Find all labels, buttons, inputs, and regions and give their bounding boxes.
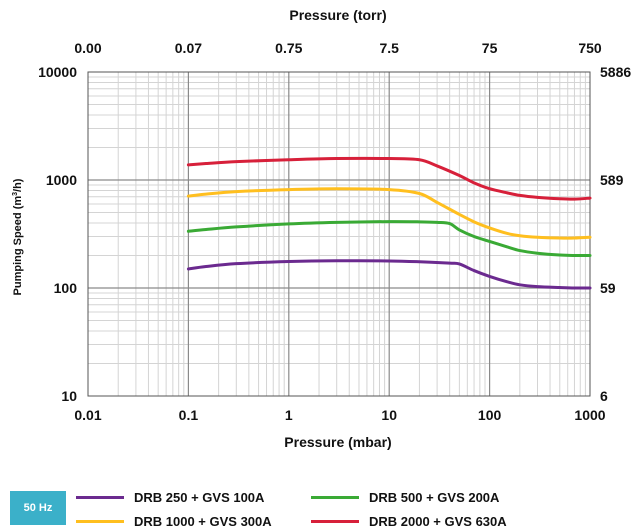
top-tick-label: 0.75 xyxy=(275,40,302,56)
right-tick-label: 589 xyxy=(600,172,624,188)
series-line-drb-1000 xyxy=(186,187,592,240)
y-axis-title-sup: 3 xyxy=(12,192,19,196)
minor-gridlines xyxy=(88,72,590,396)
frequency-badge: 50 Hz xyxy=(10,491,66,525)
y-axis-title-prefix: Pumping Speed (m xyxy=(12,196,24,296)
x-tick-label: 100 xyxy=(478,407,502,423)
top-axis-title: Pressure (torr) xyxy=(289,7,386,23)
legend-label-drb-1000: DRB 1000 + GVS 300A xyxy=(134,513,272,529)
y-axis-title: Pumping Speed (m3/h) xyxy=(12,178,24,295)
legend-label-drb-2000: DRB 2000 + GVS 630A xyxy=(369,513,507,529)
legend-swatch-drb-1000 xyxy=(76,519,124,523)
x-tick-label: 0.01 xyxy=(74,407,101,423)
legend-swatch-drb-2000 xyxy=(311,519,359,523)
y-tick-label: 1000 xyxy=(46,172,77,188)
legend-label-drb-500: DRB 500 + GVS 200A xyxy=(369,489,500,505)
y-tick-label: 100 xyxy=(54,280,78,296)
x-tick-label: 1 xyxy=(285,407,293,423)
top-tick-label: 7.5 xyxy=(379,40,399,56)
right-tick-label: 6 xyxy=(600,388,608,404)
right-tick-label: 59 xyxy=(600,280,616,296)
x-axis-title: Pressure (mbar) xyxy=(284,434,391,450)
right-tick-label: 5886 xyxy=(600,64,631,80)
series-line-drb-500 xyxy=(186,220,592,258)
series-layer xyxy=(186,156,592,290)
top-tick-label: 0.07 xyxy=(175,40,202,56)
legend-swatch-drb-250 xyxy=(76,495,124,499)
top-tick-label: 75 xyxy=(482,40,498,56)
legend-swatch-drb-500 xyxy=(311,495,359,499)
top-tick-label: 750 xyxy=(578,40,602,56)
top-tick-label: 0.00 xyxy=(74,40,101,56)
y-axis-ticks: 10 100 1000 10000 xyxy=(38,64,77,404)
x-tick-label: 10 xyxy=(381,407,397,423)
y-tick-label: 10 xyxy=(61,388,77,404)
legend-item-drb-250: DRB 250 + GVS 100A xyxy=(76,488,264,506)
x-tick-label: 0.1 xyxy=(179,407,199,423)
legend-item-drb-1000: DRB 1000 + GVS 300A xyxy=(76,512,272,530)
y-axis-title-suffix: /h) xyxy=(12,178,24,192)
legend-item-drb-2000: DRB 2000 + GVS 630A xyxy=(311,512,507,530)
y-tick-label: 10000 xyxy=(38,64,77,80)
series-line-drb-2000 xyxy=(186,156,592,201)
x-tick-label: 1000 xyxy=(574,407,605,423)
legend-label-drb-250: DRB 250 + GVS 100A xyxy=(134,489,265,505)
major-gridlines xyxy=(88,72,590,396)
x-axis-ticks: 0.01 0.1 1 10 100 1000 xyxy=(74,407,605,423)
plot-frame xyxy=(87,71,591,397)
top-axis-ticks: 0.00 0.07 0.75 7.5 75 750 xyxy=(74,40,602,56)
legend-item-drb-500: DRB 500 + GVS 200A xyxy=(311,488,499,506)
series-line-drb-250 xyxy=(186,259,592,290)
right-axis-ticks: 6 59 589 5886 xyxy=(600,64,631,404)
legend: 50 Hz DRB 250 + GVS 100A DRB 500 + GVS 2… xyxy=(0,478,641,530)
